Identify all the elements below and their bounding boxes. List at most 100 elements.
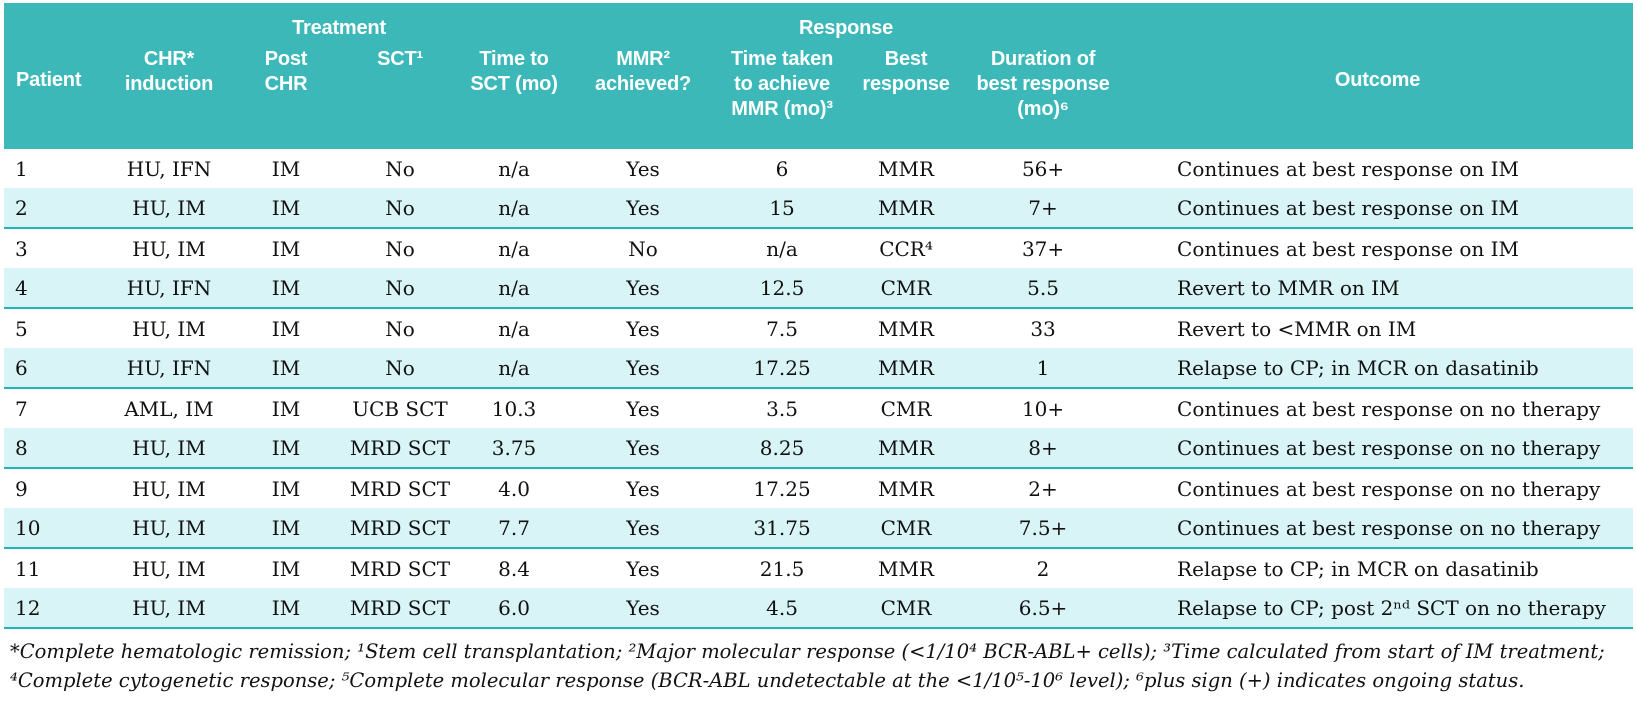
cell-time-to-mmr: 3.5 [766,396,798,421]
cell-time-to-sct: 10.3 [491,396,537,421]
group-header-row: Patient Treatment Response Outcome [4,3,1634,149]
column-header-time-to-mmr: Time taken to achieve MMR (mo)³ [716,45,849,149]
cell-time-to-mmr: 7.5 [766,316,798,341]
cell-mmr-achieved: Yes [570,348,717,389]
cell-time-to-sct: 8.4 [498,556,530,581]
cell-patient: 5 [15,316,28,341]
cell-time-to-mmr: 8.25 [716,428,849,469]
cell-chr-induction: HU, IM [108,188,230,229]
column-header-patient: Patient [4,3,108,149]
cell-sct: No [385,156,415,181]
column-header-chr-induction: CHR* induction [108,45,230,149]
cell-best-response: CMR [848,268,965,309]
cell-sct: MRD SCT [349,556,451,581]
cell-chr-induction: AML, IM [124,396,214,421]
column-header-sct: SCT¹ [342,45,458,149]
cell-sct: MRD SCT [342,428,458,469]
table-header: Patient Treatment Response Outcome CHR* … [4,3,1634,149]
cell-best-response: CMR [848,508,965,549]
cell-best-response: CMR [848,588,965,629]
cell-duration: 6.5+ [964,588,1123,629]
table-row: 9 HU, IM IM MRD SCT 4.0 Yes 17.25 MMR 2+… [4,468,1633,508]
cell-patient: 3 [15,236,28,261]
cell-best-response: MMR [878,556,935,581]
cell-patient: 4 [4,268,108,309]
cell-time-to-mmr: 6 [775,156,789,181]
cell-time-to-sct: 7.7 [458,508,571,549]
cell-chr-induction: HU, IM [132,236,206,261]
cell-duration: 37+ [1021,236,1065,261]
cell-sct: No [342,268,458,309]
cell-chr-induction: HU, IM [132,476,206,501]
cell-best-response: MMR [878,316,935,341]
cell-post-chr: IM [230,348,342,389]
cell-mmr-achieved: Yes [626,316,660,341]
cell-mmr-achieved: Yes [570,508,717,549]
cell-sct: MRD SCT [349,476,451,501]
patient-outcomes-table: Patient Treatment Response Outcome CHR* … [4,3,1634,629]
table-row: 3 HU, IM IM No n/a No n/a CCR⁴ 37+ Conti… [4,228,1633,268]
cell-outcome: Continues at best response on IM [1177,156,1520,181]
cell-post-chr: IM [271,156,301,181]
cell-mmr-achieved: Yes [626,156,660,181]
table-row: 7 AML, IM IM UCB SCT 10.3 Yes 3.5 CMR 10… [4,388,1633,428]
cell-mmr-achieved: Yes [626,476,660,501]
cell-time-to-sct: 4.0 [498,476,530,501]
cell-time-to-sct: n/a [498,236,530,261]
cell-duration: 2 [1036,556,1050,581]
cell-patient: 8 [4,428,108,469]
cell-time-to-mmr: 15 [716,188,849,229]
cell-time-to-mmr: 4.5 [716,588,849,629]
cell-time-to-mmr: n/a [766,236,798,261]
cell-chr-induction: HU, IM [108,508,230,549]
cell-patient: 11 [15,556,41,581]
cell-time-to-mmr: 17.25 [753,476,811,501]
cell-time-to-sct: n/a [458,348,571,389]
table-row: 12 HU, IM IM MRD SCT 6.0 Yes 4.5 CMR 6.5… [4,588,1634,629]
cell-time-to-sct: n/a [458,268,571,309]
cell-mmr-achieved: No [628,236,658,261]
cell-outcome: Continues at best response on IM [1177,236,1520,261]
cell-outcome: Relapse to CP; post 2ⁿᵈ SCT on no therap… [1122,588,1634,629]
cell-duration: 7+ [964,188,1123,229]
table-footnote: *Complete hematologic remission; ¹Stem c… [10,640,1605,693]
table-row: 10 HU, IM IM MRD SCT 7.7 Yes 31.75 CMR 7… [4,508,1634,549]
cell-sct: UCB SCT [352,396,448,421]
cell-duration: 1 [964,348,1123,389]
cell-sct: No [385,236,415,261]
cell-outcome: Continues at best response on no therapy [1177,476,1601,501]
cell-mmr-achieved: Yes [626,396,660,421]
column-header-post-chr: Post CHR [230,45,342,149]
cell-chr-induction: HU, IFN [108,268,230,309]
cell-outcome: Continues at best response on IM [1122,188,1634,229]
cell-best-response: MMR [878,156,935,181]
cell-outcome: Continues at best response on no therapy [1122,508,1634,549]
table-row: 6 HU, IFN IM No n/a Yes 17.25 MMR 1 Rela… [4,348,1634,389]
column-header-row: CHR* induction Post CHR SCT¹ Time to SCT… [4,45,1633,149]
cell-chr-induction: HU, IFN [126,156,212,181]
cell-outcome: Revert to MMR on IM [1122,268,1634,309]
cell-duration: 7.5+ [964,508,1123,549]
cell-chr-induction: HU, IM [108,588,230,629]
cell-outcome: Continues at best response on no therapy [1177,396,1601,421]
cell-patient: 7 [15,396,28,421]
column-header-mmr-achieved: MMR² achieved? [570,45,717,149]
table-row: 2 HU, IM IM No n/a Yes 15 MMR 7+ Continu… [4,188,1634,229]
cell-post-chr: IM [230,428,342,469]
column-header-outcome: Outcome [1122,3,1634,149]
cell-sct: No [342,348,458,389]
table-row: 4 HU, IFN IM No n/a Yes 12.5 CMR 5.5 Rev… [4,268,1634,309]
group-header-treatment: Treatment [108,3,571,45]
cell-best-response: MMR [848,348,965,389]
cell-duration: 33 [1030,316,1056,341]
cell-time-to-sct: n/a [498,316,530,341]
cell-time-to-mmr: 21.5 [759,556,805,581]
cell-outcome: Relapse to CP; in MCR on dasatinib [1177,556,1539,581]
cell-mmr-achieved: Yes [626,556,660,581]
cell-post-chr: IM [271,236,301,261]
table-row: 8 HU, IM IM MRD SCT 3.75 Yes 8.25 MMR 8+… [4,428,1634,469]
cell-chr-induction: HU, IFN [108,348,230,389]
cell-outcome: Revert to <MMR on IM [1177,316,1417,341]
cell-time-to-mmr: 31.75 [716,508,849,549]
